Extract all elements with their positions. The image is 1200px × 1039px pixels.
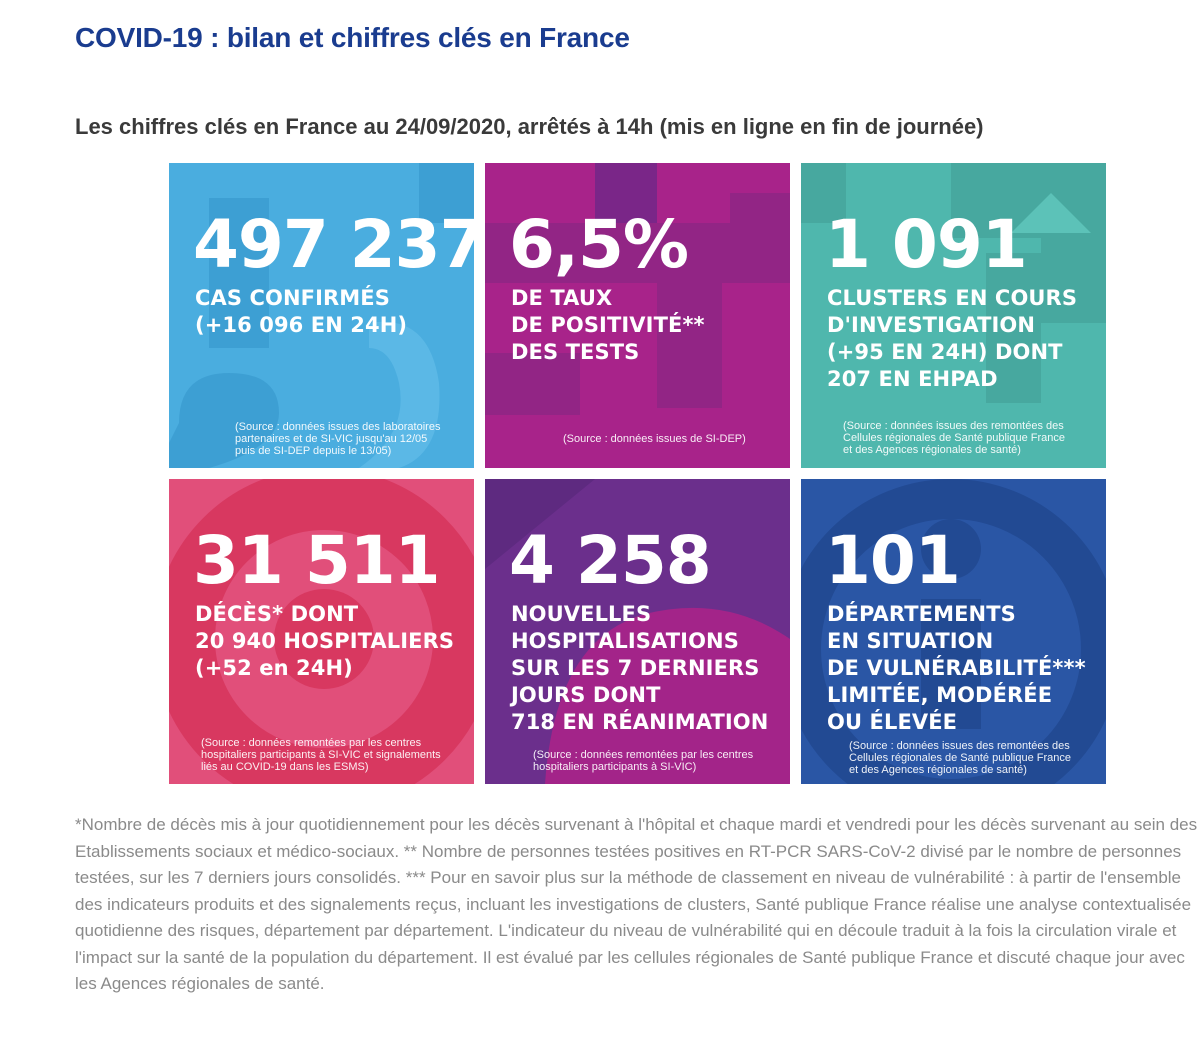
decorative-background xyxy=(485,163,790,415)
positivity-rate-source: (Source : données issues de SI-DEP) xyxy=(563,433,746,445)
vulnerable-departments-label: DÉPARTEMENTS EN SITUATION DE VULNÉRABILI… xyxy=(827,602,1086,734)
decorative-background xyxy=(169,163,474,468)
vulnerable-departments-source: (Source : données issues des remontées d… xyxy=(849,740,1071,776)
tile-clusters: 1 091 CLUSTERS EN COURS D'INVESTIGATION … xyxy=(801,163,1106,468)
hospitalisations-source: (Source : données remontées par les cent… xyxy=(533,749,754,773)
clusters-label: CLUSTERS EN COURS D'INVESTIGATION (+95 E… xyxy=(827,286,1078,391)
deaths-source: (Source : données remontées par les cent… xyxy=(201,737,441,773)
methodology-footnote: *Nombre de décès mis à jour quotidiennem… xyxy=(75,815,1198,993)
tile-hospitalisations: 4 258 NOUVELLES HOSPITALISATIONS SUR LES… xyxy=(485,479,790,784)
tile-positivity-rate: 6,5% DE TAUX DE POSITIVITÉ** DES TESTS (… xyxy=(485,163,790,468)
deaths-value: 31 511 xyxy=(193,522,441,599)
tile-confirmed-cases: 497 237 CAS CONFIRMÉS (+16 096 EN 24H) (… xyxy=(169,163,474,468)
vulnerable-departments-value: 101 xyxy=(825,522,961,599)
clusters-source: (Source : données issues des remontées d… xyxy=(843,420,1065,456)
confirmed-cases-value: 497 237 xyxy=(193,206,474,283)
decorative-background xyxy=(801,163,1106,403)
hospitalisations-label: NOUVELLES HOSPITALISATIONS SUR LES 7 DER… xyxy=(511,602,769,734)
page-title: COVID-19 : bilan et chiffres clés en Fra… xyxy=(75,22,630,53)
page-subtitle: Les chiffres clés en France au 24/09/202… xyxy=(75,114,984,139)
decorative-background xyxy=(485,479,790,784)
decorative-background xyxy=(169,479,474,784)
tile-deaths: 31 511 DÉCÈS* DONT 20 940 HOSPITALIERS (… xyxy=(169,479,474,784)
tile-vulnerable-departments: 101 DÉPARTEMENTS EN SITUATION DE VULNÉRA… xyxy=(801,479,1106,784)
hospitalisations-value: 4 258 xyxy=(509,522,712,599)
deaths-label: DÉCÈS* DONT 20 940 HOSPITALIERS (+52 en … xyxy=(195,602,455,680)
clusters-value: 1 091 xyxy=(825,206,1028,283)
positivity-rate-label: DE TAUX DE POSITIVITÉ** DES TESTS xyxy=(511,286,705,364)
confirmed-cases-label: CAS CONFIRMÉS (+16 096 EN 24H) xyxy=(195,286,408,337)
decorative-background xyxy=(801,479,1106,784)
confirmed-cases-source: (Source : données issues des laboratoire… xyxy=(235,421,441,457)
positivity-rate-value: 6,5% xyxy=(509,206,689,283)
